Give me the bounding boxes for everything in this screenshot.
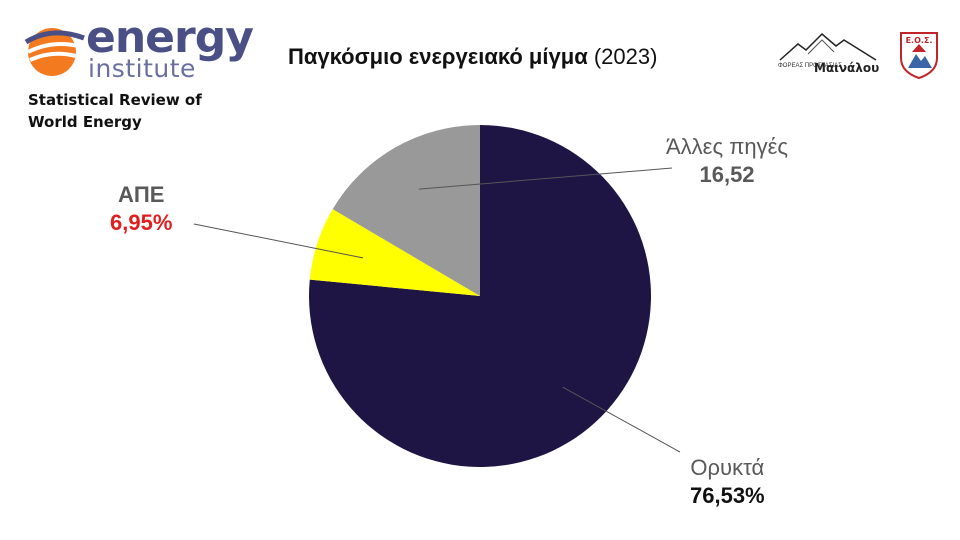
mainalo-small-text: ΦΟΡΕΑΣ ΠΡΟΣΤΑΣΙΑΣ — [778, 63, 842, 69]
eos-text: Ε.Ο.Σ. — [905, 36, 933, 45]
mainalo-logo: ΦΟΡΕΑΣ ΠΡΟΣΤΑΣΙΑΣ Μαινάλου — [778, 30, 880, 80]
slice-label-other: Άλλες πηγές 16,52 — [666, 133, 788, 189]
page-title: Παγκόσμιο ενεργειακό μίγμα (2023) — [288, 44, 657, 70]
leader-line-fossil — [562, 386, 681, 453]
slice-value-other: 16,52 — [699, 162, 755, 187]
mountain-icon — [779, 32, 877, 61]
globe-icon — [24, 28, 85, 76]
eos-logo: Ε.Ο.Σ. — [898, 30, 940, 80]
energy-institute-logo: energy institute — [22, 12, 262, 88]
slice-name-fossil: Ορυκτά — [690, 455, 765, 480]
slice-value-fossil: 76,53% — [690, 483, 765, 508]
slice-value-renewables: 6,95% — [110, 210, 173, 235]
logo-subtitle: Statistical Review of World Energy — [28, 91, 202, 131]
slice-label-renewables: ΑΠΕ 6,95% — [110, 181, 172, 237]
title-year: (2023) — [593, 44, 658, 69]
pie-slice-other — [332, 125, 480, 296]
leader-line-renewables — [193, 223, 364, 259]
title-bold: Παγκόσμιο ενεργειακό μίγμα — [288, 44, 588, 69]
logo-institute-text: institute — [88, 54, 196, 83]
slice-name-other: Άλλες πηγές — [666, 134, 789, 159]
logo-energy-text: energy — [86, 12, 254, 63]
slice-label-fossil: Ορυκτά 76,53% — [690, 454, 765, 510]
shield-icon — [900, 32, 938, 80]
leader-line-other — [418, 167, 673, 190]
pie-slice-renewables — [309, 209, 480, 296]
slice-name-renewables: ΑΠΕ — [117, 182, 165, 207]
mainalo-name: Μαινάλου — [814, 61, 880, 75]
